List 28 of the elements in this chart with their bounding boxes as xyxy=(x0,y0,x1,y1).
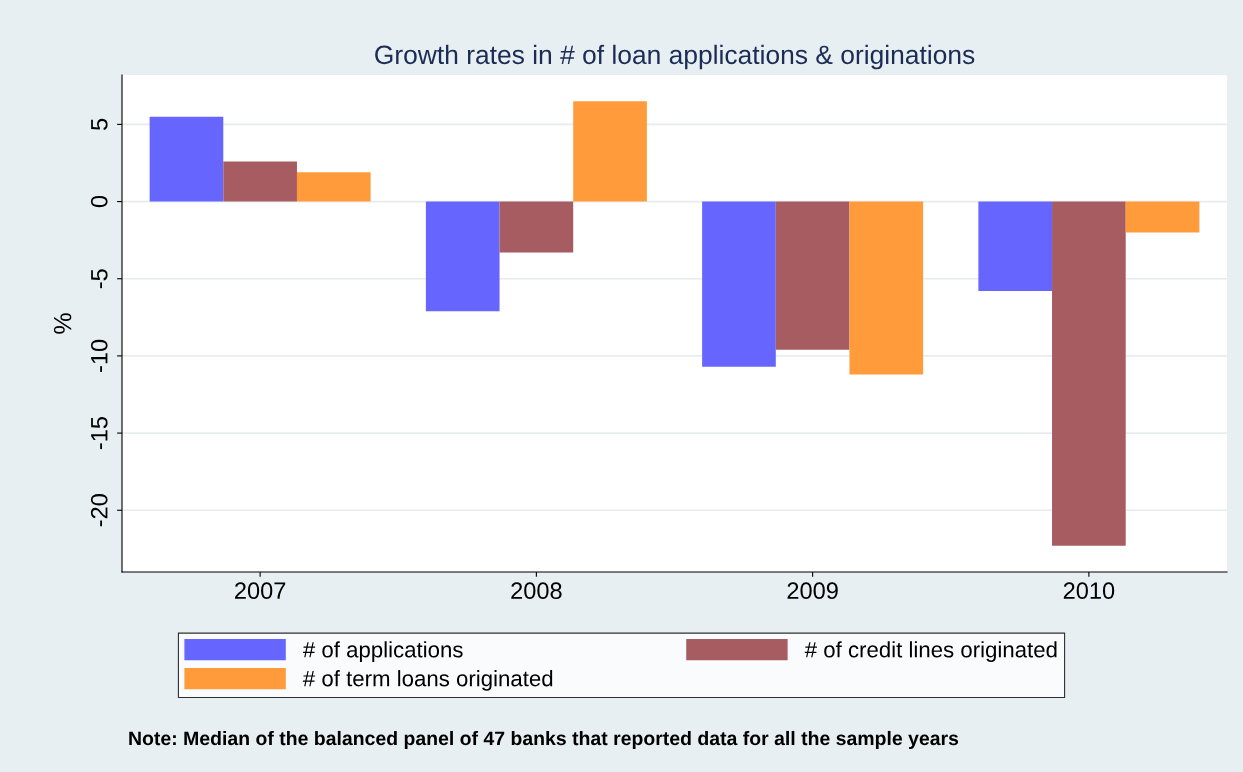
legend-label: # of credit lines originated xyxy=(804,641,1057,662)
bar xyxy=(1052,201,1126,546)
bar xyxy=(1125,201,1200,233)
x-tick-label: 2009 xyxy=(787,582,838,600)
chart-title: Growth rates in # of loan applications & originations xyxy=(375,44,975,70)
bar xyxy=(775,201,850,350)
bar xyxy=(499,201,574,253)
bar xyxy=(573,101,647,202)
bar xyxy=(223,161,297,202)
y-tick-label: 5 xyxy=(91,118,108,131)
legend-label: # of applications xyxy=(302,641,463,662)
legend-label: # of term loans originated xyxy=(302,670,553,691)
y-tick-label: -10 xyxy=(90,339,108,372)
y-tick-label: 0 xyxy=(90,195,108,208)
y-tick-label: -15 xyxy=(91,417,108,450)
x-tick-label: 2008 xyxy=(511,582,562,600)
y-axis-title: % xyxy=(53,313,72,334)
bar xyxy=(702,201,776,367)
bar xyxy=(149,116,224,202)
bar xyxy=(978,201,1053,292)
x-tick-label: 2010 xyxy=(1063,582,1115,600)
bar xyxy=(296,172,371,202)
y-tick-label: -5 xyxy=(91,269,108,289)
bar xyxy=(425,201,500,312)
y-tick-label: -20 xyxy=(90,494,108,527)
text: Note: Median of the balanced panel of 47 banks that reported data for all the sample years xyxy=(129,730,959,750)
x-tick-label: 2007 xyxy=(235,582,286,600)
bar xyxy=(849,201,924,375)
